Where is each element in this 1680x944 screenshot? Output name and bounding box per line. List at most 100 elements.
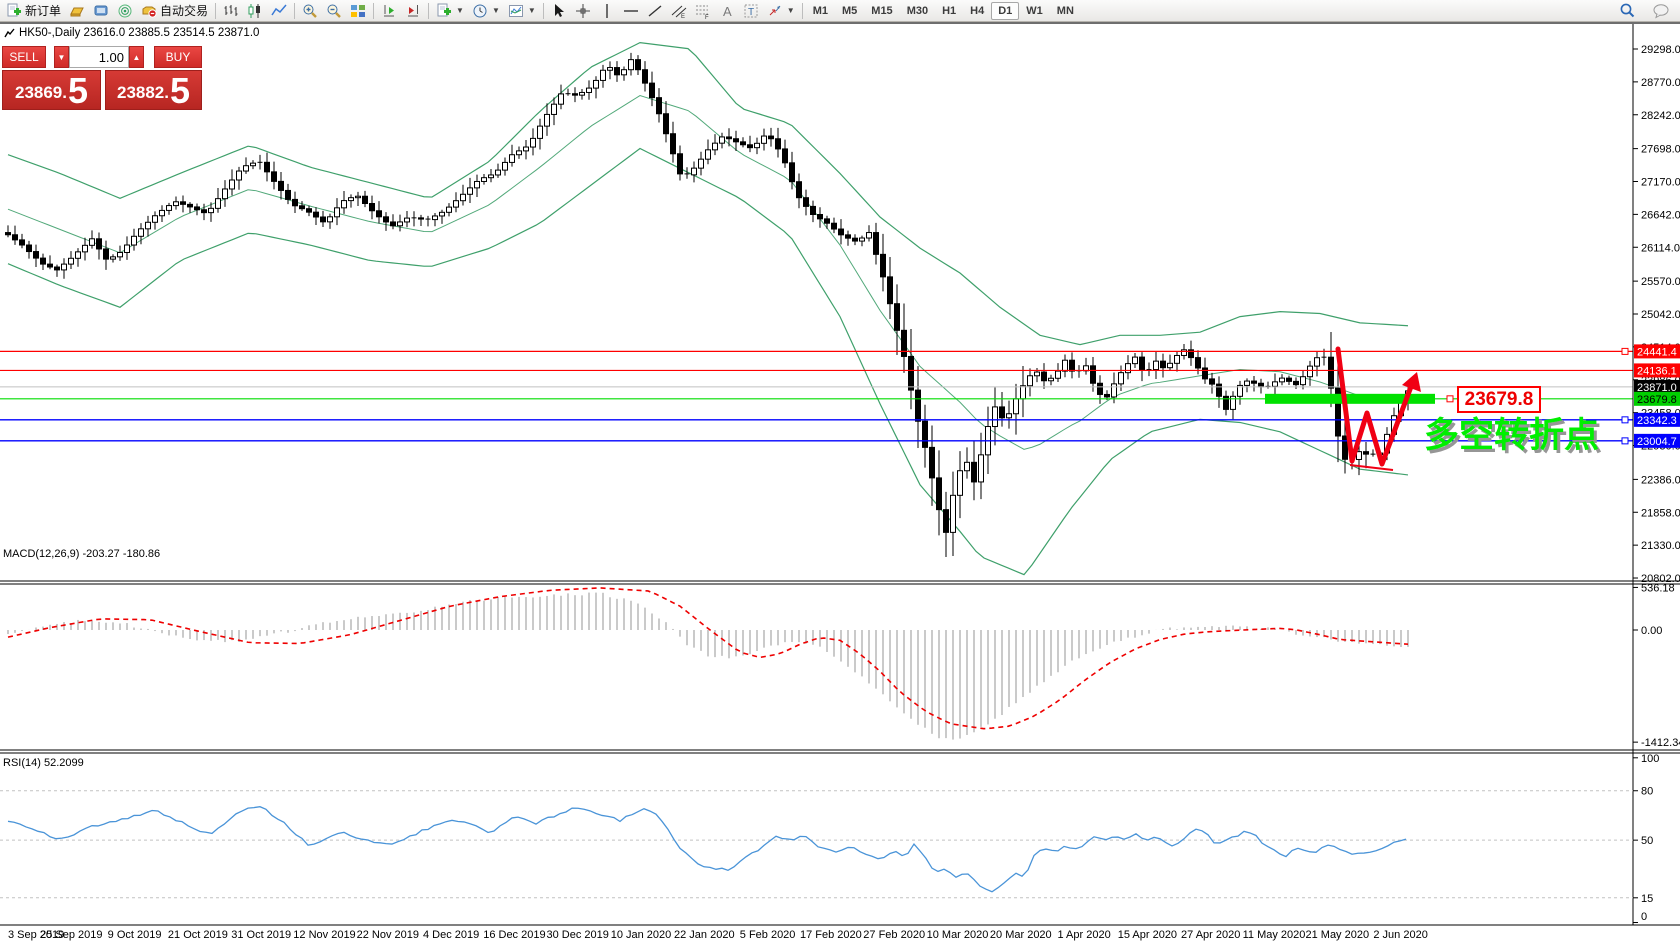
new-order-button[interactable]: 新订单 [2,0,65,22]
svg-text:5 Feb 2020: 5 Feb 2020 [740,929,796,941]
crosshair-icon [575,3,591,19]
hline-button[interactable] [619,0,643,22]
svg-text:28770.0: 28770.0 [1641,77,1680,89]
sell-button[interactable]: SELL [2,46,46,68]
svg-text:23871.0: 23871.0 [1637,382,1677,394]
tiles-icon [350,3,366,19]
timeframe-mn-button[interactable]: MN [1056,4,1074,17]
callout-anchor [1446,395,1454,403]
rsi-indicator: RSI(14) 52.2099 100 80 50 15 0 [0,753,1659,923]
volume-increase-button[interactable]: ▲ [129,46,144,68]
vline-button[interactable] [595,0,619,22]
line-chart-button[interactable] [267,0,291,22]
zoom-in-icon [302,3,318,19]
templates-button[interactable]: ▼ [504,0,540,22]
bars-icon [223,3,239,19]
svg-text:15 Apr 2020: 15 Apr 2020 [1118,929,1177,941]
svg-text:26114.0: 26114.0 [1641,242,1680,254]
arrows-icon [767,3,783,19]
chinese-annotation-text[interactable]: 多空转折点 [1424,416,1600,455]
macd-indicator: MACD(12,26,9) -203.27 -180.86 536.18 0.00 -… [3,548,1680,749]
svg-text:15: 15 [1641,893,1653,905]
svg-text:22386.0: 22386.0 [1641,474,1680,486]
svg-text:28242.0: 28242.0 [1641,110,1680,122]
bar-chart-button[interactable] [219,0,243,22]
doc-plus-icon [6,3,22,19]
chart-symbol-icon [4,28,15,37]
svg-text:100: 100 [1641,753,1659,765]
svg-text:29298.0: 29298.0 [1641,44,1680,56]
arrows-button[interactable]: ▼ [763,0,799,22]
buy-price-tile[interactable]: 23882. 5 [105,70,202,110]
buy-button[interactable]: BUY [154,46,202,68]
pane-separators [0,24,1680,926]
sell-price-main: 23869. [14,83,67,102]
autoscroll-icon [405,3,421,19]
candlestick-chart-button[interactable] [243,0,267,22]
svg-text:26642.0: 26642.0 [1641,209,1680,221]
vline-icon [599,3,615,19]
svg-text:27 Feb 2020: 27 Feb 2020 [863,929,925,941]
projection-arrow[interactable] [1335,346,1421,471]
svg-text:11 May 2020: 11 May 2020 [1243,929,1306,941]
timeframe-w1-button[interactable]: W1 [1026,4,1043,17]
search-button[interactable] [1615,0,1640,22]
toolbar-separator [428,2,430,19]
svg-text:536.18: 536.18 [1641,582,1675,594]
text-label-button[interactable]: T [739,0,763,22]
trendline-icon [647,3,663,19]
monitor-icon [93,3,109,19]
data-window-button[interactable] [89,0,113,22]
price-callout-label[interactable]: 23679.8 [1457,386,1541,413]
timeframe-d1-button[interactable]: D1 [991,1,1020,20]
template-icon [508,3,524,19]
crosshair-button[interactable] [571,0,595,22]
signals-button[interactable] [113,0,137,22]
textA-icon: A [719,3,735,19]
sell-price-big: 5 [67,70,89,111]
timeframe-h4-button[interactable]: H4 [970,4,985,17]
sell-price-tile[interactable]: 23869. 5 [2,70,101,110]
periods-button[interactable]: ▼ [468,0,504,22]
svg-text:24136.1: 24136.1 [1637,365,1677,377]
channel-button[interactable]: E [667,0,691,22]
fibonacci-button[interactable]: F [691,0,715,22]
auto-scroll-button[interactable] [401,0,425,22]
volume-input[interactable] [69,46,129,68]
linechart-icon [271,3,287,19]
timeframe-m15-button[interactable]: M15 [871,4,893,17]
svg-text:23004.7: 23004.7 [1637,436,1677,448]
zoom-out-button[interactable] [322,0,346,22]
text-button[interactable]: A [715,0,739,22]
price-level-lines[interactable] [0,347,1633,445]
price-axis: 29298.0 28770.0 28242.0 27698.0 27170.0 26642… [1633,44,1680,585]
volume-decrease-button[interactable]: ▼ [54,46,69,68]
autotrade-icon [141,3,157,19]
svg-text:20 Mar 2020: 20 Mar 2020 [990,929,1052,941]
search-icon [1619,2,1636,19]
signal-icon [117,3,133,19]
chat-button[interactable] [1648,0,1674,22]
market-watch-button[interactable] [65,0,89,22]
autotrading-button[interactable]: 自动交易 [137,0,212,22]
chart-shift-button[interactable] [377,0,401,22]
doc-plus-icon [436,3,452,19]
svg-text:31 Oct 2019: 31 Oct 2019 [231,929,291,941]
tile-windows-button[interactable] [346,0,370,22]
indicators-button[interactable]: ▼ [432,0,468,22]
trendline-button[interactable] [643,0,667,22]
zoom-in-button[interactable] [298,0,322,22]
cursor-button[interactable] [547,0,571,22]
timeframe-h1-button[interactable]: H1 [942,4,957,17]
buy-price-main: 23882. [116,83,169,102]
svg-text:17 Feb 2020: 17 Feb 2020 [800,929,862,941]
support-band [1265,393,1435,404]
buy-price-big: 5 [169,70,191,111]
dropdown-caret-icon: ▼ [786,6,795,15]
svg-text:30 Dec 2019: 30 Dec 2019 [547,929,609,941]
timeframe-m30-button[interactable]: M30 [906,4,929,17]
timeframe-m5-button[interactable]: M5 [842,4,858,17]
timeframe-m1-button[interactable]: M1 [812,4,828,17]
